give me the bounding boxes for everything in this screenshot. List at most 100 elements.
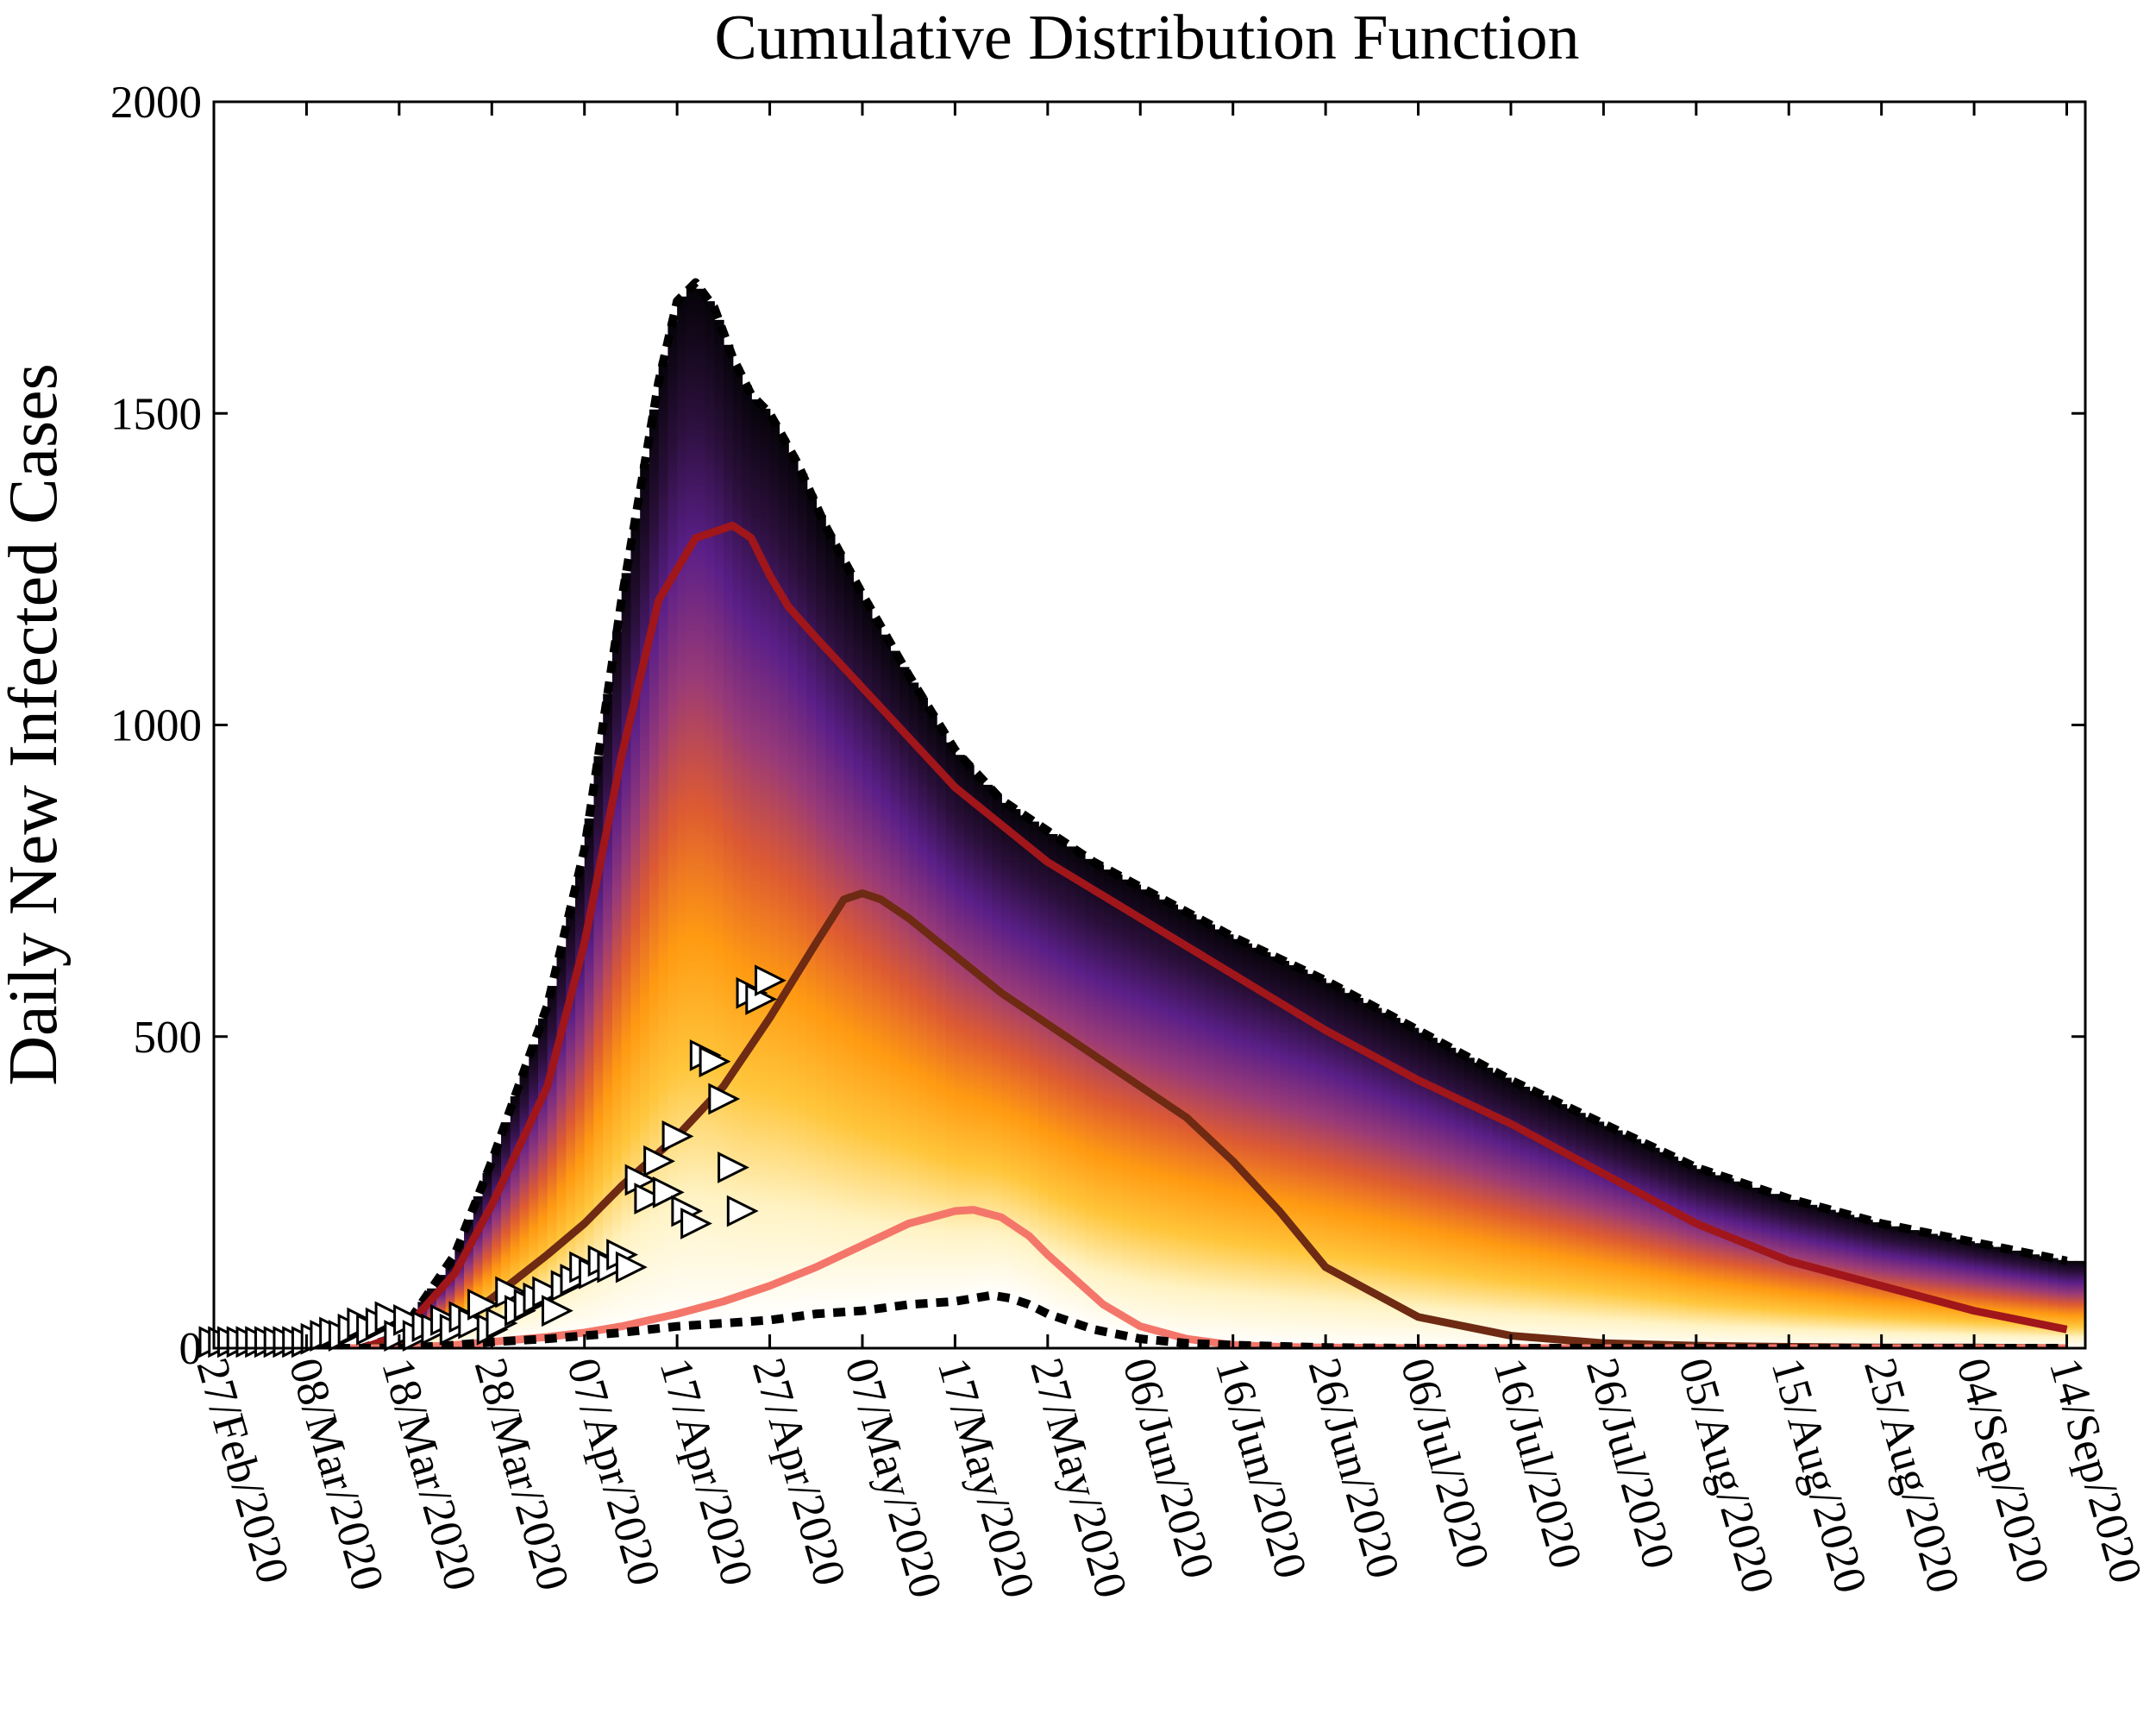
band-strip <box>2057 1259 2068 1348</box>
band-strip <box>1668 1156 1679 1348</box>
band-strip <box>1482 1067 1494 1348</box>
x-tick-label: 18/Mar/2020 <box>372 1352 486 1596</box>
band-strip <box>936 727 947 1302</box>
band-strip <box>603 693 613 1334</box>
x-tick-label: 07/May/2020 <box>835 1352 950 1603</box>
band-strip <box>1650 1147 1660 1348</box>
band-strip <box>705 301 715 1325</box>
observed-point <box>652 1176 685 1208</box>
x-tick-label: 06/Jun/2020 <box>1113 1352 1224 1584</box>
band-strip <box>1965 1241 1975 1348</box>
band-strip <box>908 682 919 1305</box>
band-strip <box>1029 821 1039 1308</box>
band-strip <box>1010 809 1021 1301</box>
band-strip <box>1658 1152 1670 1348</box>
band-strip <box>1797 1202 1808 1348</box>
band-strip <box>1205 924 1215 1345</box>
band-strip <box>492 1148 502 1342</box>
band-strip <box>1539 1095 1549 1348</box>
band-strip <box>1807 1204 1818 1348</box>
y-tick-label: 1000 <box>110 701 202 751</box>
band-strip <box>537 1018 548 1340</box>
y-tick-label: 1500 <box>110 389 202 439</box>
band-strip <box>769 421 780 1320</box>
observed-point <box>680 1208 712 1239</box>
x-tick-label: 04/Sep/2020 <box>1947 1352 2059 1589</box>
x-tick-label: 27/May/2020 <box>1020 1352 1136 1603</box>
band-strip <box>1789 1200 1799 1348</box>
band-strip <box>1779 1196 1790 1348</box>
observed-point <box>643 1145 675 1177</box>
x-tick-label: 25/Aug/2020 <box>1854 1352 1969 1598</box>
band-strip <box>1363 1002 1373 1348</box>
series-lines <box>214 278 2068 1348</box>
band-strip <box>927 712 937 1303</box>
band-strip <box>1242 943 1252 1346</box>
band-strip <box>992 794 1002 1296</box>
band-strip <box>640 463 650 1330</box>
band-strip <box>1908 1230 1920 1348</box>
band-strip <box>1613 1130 1623 1348</box>
band-strip <box>1816 1207 1827 1348</box>
band-strip <box>1547 1100 1558 1348</box>
band-strip <box>834 551 845 1313</box>
band-strip <box>964 764 975 1300</box>
band-strip <box>1510 1082 1521 1348</box>
band-strip <box>918 697 928 1304</box>
band-strip <box>1288 965 1299 1347</box>
x-tick-label: 15/Aug/2020 <box>1762 1352 1877 1598</box>
band-strip <box>593 756 604 1335</box>
band-strip <box>1260 951 1271 1346</box>
band-strip <box>1492 1072 1503 1348</box>
band-strip <box>1038 827 1049 1312</box>
x-tick-label: 16/Jun/2020 <box>1206 1352 1316 1584</box>
band-strip <box>732 367 743 1323</box>
band-strip <box>1752 1187 1762 1348</box>
band-strip <box>1974 1243 1984 1348</box>
band-strip <box>1168 904 1179 1342</box>
band-strip <box>1677 1160 1688 1348</box>
series-median <box>214 889 2067 1348</box>
band-strip <box>529 1044 539 1340</box>
band-strip <box>2011 1250 2021 1348</box>
band-strip <box>714 319 724 1324</box>
band-strip <box>797 474 808 1316</box>
band-strip <box>1705 1171 1716 1348</box>
band-strip <box>1001 802 1012 1298</box>
y-tick-label: 500 <box>134 1013 203 1063</box>
band-strip <box>482 1172 493 1343</box>
observed-point <box>634 1183 667 1215</box>
band-strip <box>1121 879 1132 1336</box>
band-strip <box>890 650 900 1307</box>
band-strip <box>1269 956 1281 1346</box>
observed-point <box>718 1152 749 1183</box>
band-strip <box>1214 929 1225 1345</box>
observed-point <box>615 1251 648 1283</box>
band-strip <box>1927 1233 1938 1348</box>
band-strip <box>853 585 863 1312</box>
x-tick-label: 16/Jul/2020 <box>1483 1352 1591 1574</box>
x-tick-label: 06/Jul/2020 <box>1391 1352 1499 1574</box>
band-strip <box>1844 1214 1855 1348</box>
band-strip <box>1584 1117 1595 1348</box>
band-strip <box>1992 1246 2003 1348</box>
band-strip <box>519 1070 530 1340</box>
observed-point <box>541 1295 573 1327</box>
band-strip <box>611 631 623 1334</box>
band-strip <box>806 494 818 1315</box>
band-strip <box>751 398 761 1321</box>
band-strip <box>1955 1239 1966 1348</box>
band-strip <box>1400 1022 1410 1348</box>
band-strip <box>1437 1042 1447 1348</box>
band-strip <box>1112 874 1123 1334</box>
band-strip <box>574 869 586 1337</box>
uncertainty-bands <box>361 286 2085 1348</box>
band-strip <box>881 634 892 1308</box>
band-strip <box>760 408 771 1321</box>
band-strip <box>1640 1143 1651 1348</box>
observed-point <box>708 1082 741 1115</box>
band-strip <box>945 742 956 1302</box>
band-strip <box>584 818 595 1336</box>
band-strip <box>788 455 799 1317</box>
